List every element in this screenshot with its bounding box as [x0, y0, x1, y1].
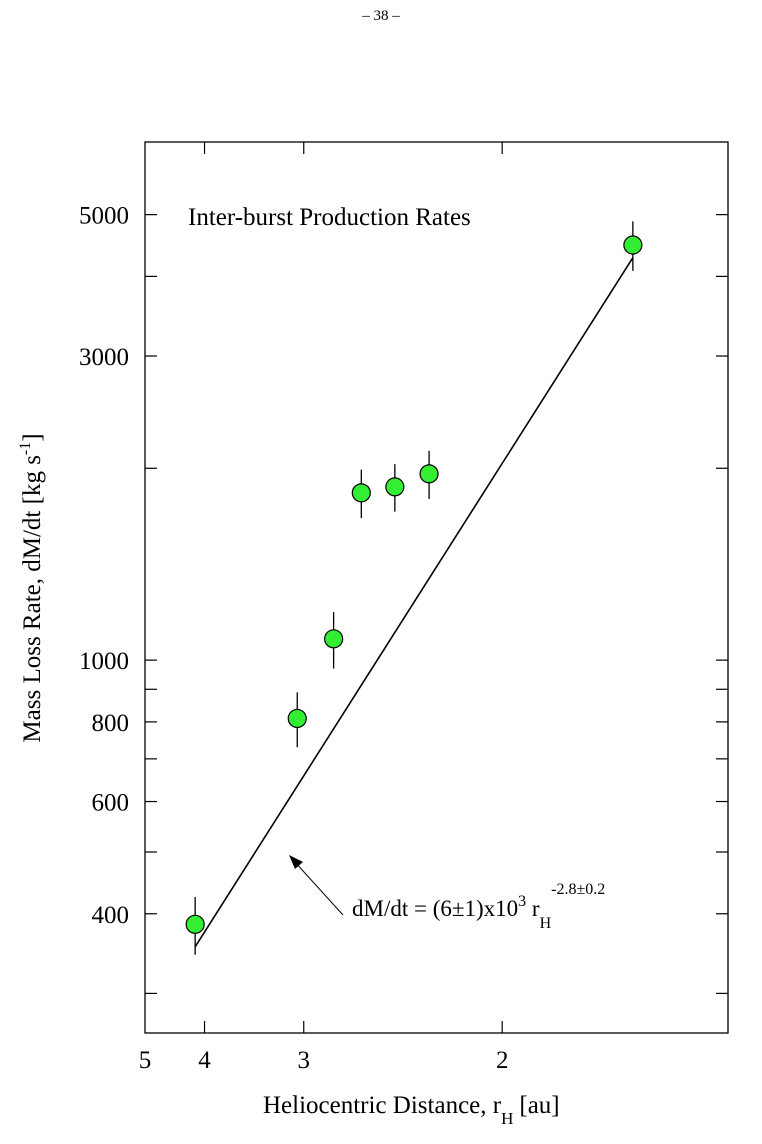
data-point [623, 235, 643, 255]
y-tick-label: 600 [92, 790, 130, 817]
data-points [185, 221, 643, 955]
annotation-exp: -2.8±0.2 [551, 881, 605, 898]
data-point [287, 708, 307, 729]
data-point [185, 914, 205, 934]
y-axis-label-main: Mass Loss Rate, dM/dt [kg s [19, 455, 46, 743]
y-axis-label-sup: -1 [17, 442, 34, 455]
y-tick-label: 400 [92, 902, 130, 929]
axis-tick-labels: 5 4 3 2 400 600 800 1000 3000 5000 [79, 203, 508, 1074]
y-tick-label: 5000 [79, 203, 129, 230]
plot-frame [144, 141, 729, 1034]
annotation-var: r [526, 896, 540, 921]
y-tick-label: 3000 [79, 344, 129, 371]
annotation-sup: 3 [518, 893, 526, 910]
data-point [419, 464, 439, 484]
annotation: dM/dt = (6±1)x103 rH -2.8±0.2 [289, 855, 605, 932]
y-tick-label: 800 [92, 710, 130, 737]
x-tick-label: 2 [496, 1047, 509, 1074]
annotation-arrow-line [293, 860, 344, 916]
x-tick-label: 3 [298, 1047, 311, 1074]
x-tick-label: 4 [198, 1047, 211, 1074]
data-point [324, 629, 344, 649]
axis-ticks [145, 142, 728, 1033]
data-point [351, 483, 371, 503]
chart-title: Inter-burst Production Rates [188, 204, 471, 231]
annotation-text: dM/dt = (6±1)x103 rH -2.8±0.2 [352, 881, 605, 932]
x-axis-label-sub: H [501, 1109, 513, 1128]
y-axis-label-tail: ] [19, 433, 46, 441]
y-axis-label: Mass Loss Rate, dM/dt [kg s-1] [17, 433, 46, 742]
x-axis-label-tail: [au] [519, 1092, 559, 1119]
x-axis-label-main: Heliocentric Distance, r [263, 1092, 502, 1119]
x-tick-label: 5 [139, 1047, 152, 1074]
fit-line [194, 257, 634, 948]
x-axis-label: Heliocentric Distance, rH [au] [263, 1092, 560, 1128]
annotation-sub: H [540, 915, 552, 932]
annotation-main: dM/dt = (6±1)x10 [352, 896, 518, 921]
data-point [385, 477, 405, 497]
y-tick-label: 1000 [79, 648, 129, 675]
annotation-arrowhead [289, 855, 303, 869]
page-number: – 38 – [362, 8, 400, 24]
